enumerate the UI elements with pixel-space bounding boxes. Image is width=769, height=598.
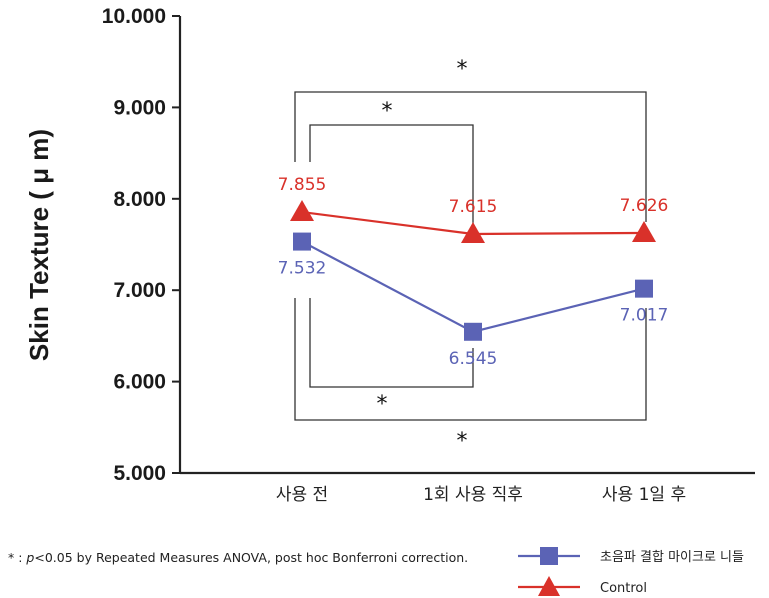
legend-label: Control <box>600 581 647 596</box>
legend-marker-triangle <box>538 576 560 596</box>
x-tick-label: 사용 전 <box>276 485 328 505</box>
series-layer <box>290 200 656 341</box>
significance-bracket <box>294 298 647 421</box>
footnote: * : p<0.05 by Repeated Measures ANOVA, p… <box>8 550 468 565</box>
significance-star: * <box>457 57 468 82</box>
data-point-square <box>635 279 653 298</box>
data-label: 7.532 <box>278 259 327 279</box>
legend: 초음파 결합 마이크로 니들 Control <box>518 547 744 596</box>
significance-bracket <box>294 91 647 222</box>
y-tick-label: 8.000 <box>113 188 166 211</box>
significance-bracket <box>309 298 474 388</box>
footnote-prefix: * : <box>8 550 26 565</box>
significance-star: * <box>457 429 468 454</box>
legend-marker-square <box>540 547 558 565</box>
y-tick-label: 7.000 <box>113 279 166 302</box>
data-point-triangle <box>290 200 314 222</box>
data-point-square <box>293 232 311 251</box>
y-tick-label: 10.000 <box>102 5 166 28</box>
significance-brackets: * * * * <box>294 57 647 454</box>
data-label: 7.626 <box>620 196 669 216</box>
significance-star: * <box>377 392 388 417</box>
significance-bracket <box>309 124 474 228</box>
series-line <box>301 240 645 333</box>
x-tick-label: 1회 사용 직후 <box>423 485 523 505</box>
legend-label: 초음파 결합 마이크로 니들 <box>600 550 744 565</box>
data-point-triangle <box>461 221 485 243</box>
footnote-text: <0.05 by Repeated Measures ANOVA, post h… <box>34 550 468 565</box>
data-labels: 7.532 6.545 7.017 7.855 7.615 7.626 <box>278 175 669 369</box>
footnote-p: p <box>25 550 34 565</box>
axes: 10.000 9.000 8.000 7.000 6.000 5.000 사용 전 1회 사용… <box>102 5 755 505</box>
data-label: 7.017 <box>620 306 669 326</box>
data-point-triangle <box>632 220 656 242</box>
data-label: 6.545 <box>449 349 498 369</box>
y-axis-label: Skin Texture ( μ m) <box>24 129 54 361</box>
data-label: 7.855 <box>278 175 327 195</box>
x-tick-label: 사용 1일 후 <box>602 485 686 505</box>
y-tick-label: 6.000 <box>113 371 166 394</box>
significance-star: * <box>382 99 393 124</box>
data-label: 7.615 <box>449 197 498 217</box>
y-tick-label: 9.000 <box>113 96 166 119</box>
y-tick-label: 5.000 <box>113 462 166 485</box>
data-point-square <box>464 322 482 341</box>
